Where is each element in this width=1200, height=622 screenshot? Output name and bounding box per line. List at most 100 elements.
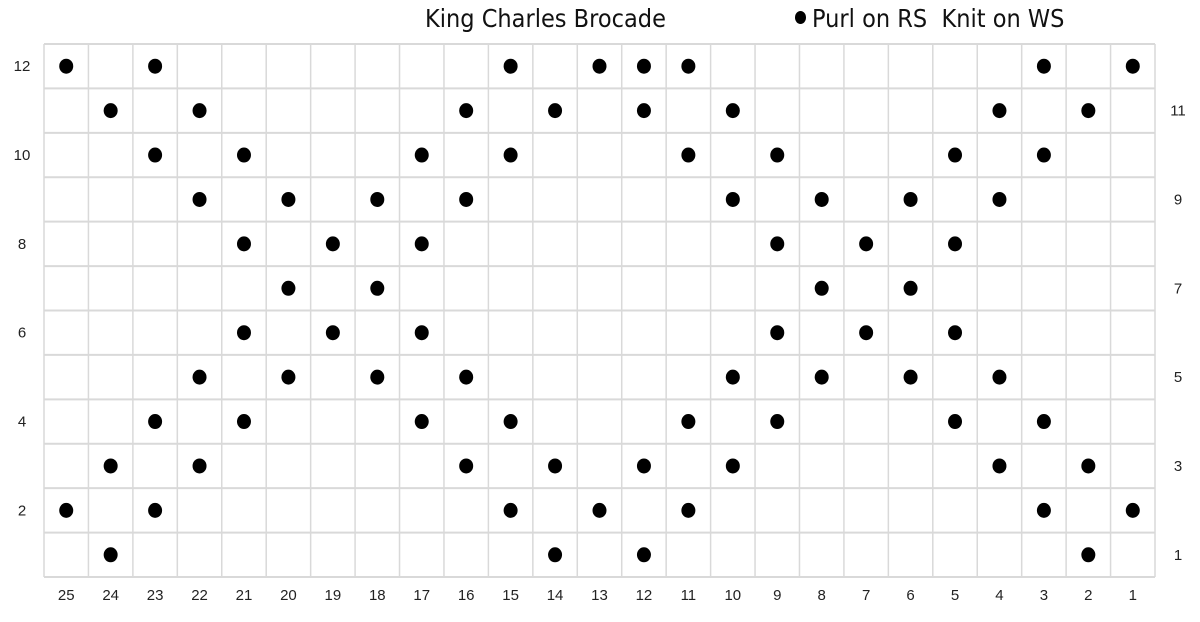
purl-stitch-dot [503,147,518,163]
column-label: 23 [147,587,164,604]
purl-stitch-dot [281,369,296,385]
purl-stitch-dot [148,502,163,518]
column-label: 19 [325,587,342,604]
purl-stitch-dot [370,369,385,385]
row-label: 7 [1174,280,1182,297]
purl-stitch-dot [236,325,251,341]
purl-stitch-dot [281,280,296,296]
purl-stitch-dot [725,191,740,207]
purl-dot-icon [795,10,806,24]
purl-stitch-dot [948,325,963,341]
purl-stitch-dot [814,280,829,296]
row-label: 3 [1174,458,1182,475]
purl-stitch-dot [636,58,651,74]
column-label: 21 [236,587,253,604]
purl-stitch-dot [636,458,651,474]
purl-stitch-dot [236,236,251,252]
column-label: 18 [369,587,386,604]
purl-stitch-dot [414,236,429,252]
purl-stitch-dot [148,147,163,163]
row-label: 5 [1174,369,1182,386]
purl-stitch-dot [770,236,785,252]
purl-stitch-dot [903,369,918,385]
column-label: 9 [773,587,781,604]
purl-stitch-dot [192,103,207,119]
purl-stitch-dot [636,103,651,119]
row-label: 2 [18,502,26,519]
purl-stitch-dot [859,325,874,341]
purl-stitch-dot [148,58,163,74]
purl-stitch-dot [281,191,296,207]
purl-stitch-dot [236,414,251,430]
row-label: 4 [18,414,26,431]
row-label: 12 [14,58,31,75]
purl-stitch-dot [948,236,963,252]
row-label: 11 [1170,103,1186,120]
purl-stitch-dot [903,280,918,296]
column-label: 17 [413,587,430,604]
column-label: 4 [995,587,1003,604]
purl-stitch-dot [770,325,785,341]
purl-stitch-dot [548,103,563,119]
column-label: 11 [681,587,697,604]
purl-stitch-dot [459,369,474,385]
column-label: 12 [636,587,653,604]
purl-stitch-dot [325,325,340,341]
purl-stitch-dot [1036,147,1051,163]
purl-stitch-dot [192,458,207,474]
purl-stitch-dot [859,236,874,252]
purl-stitch-dot [548,458,563,474]
purl-stitch-dot [681,147,696,163]
purl-stitch-dot [459,191,474,207]
purl-stitch-dot [459,103,474,119]
purl-stitch-dot [503,502,518,518]
legend-label: Purl on RS Knit on WS [812,4,1065,33]
purl-stitch-dot [636,547,651,563]
column-label: 3 [1040,587,1048,604]
purl-stitch-dot [1081,458,1096,474]
row-label: 10 [14,147,31,164]
purl-stitch-dot [236,147,251,163]
purl-stitch-dot [1036,414,1051,430]
purl-stitch-dot [681,414,696,430]
purl-stitch-dot [192,191,207,207]
column-label: 1 [1129,587,1137,604]
purl-stitch-dot [992,103,1007,119]
purl-stitch-dot [992,191,1007,207]
purl-stitch-dot [592,502,607,518]
purl-stitch-dot [1036,502,1051,518]
purl-stitch-dot [1036,58,1051,74]
column-label: 6 [906,587,914,604]
purl-stitch-dot [325,236,340,252]
purl-stitch-dot [592,58,607,74]
column-label: 15 [502,587,519,604]
column-label: 2 [1084,587,1092,604]
purl-stitch-dot [948,147,963,163]
purl-stitch-dot [992,458,1007,474]
row-label: 6 [18,325,26,342]
chart-title: King Charles Brocade [425,4,666,33]
column-label: 24 [102,587,119,604]
purl-stitch-dot [1125,58,1140,74]
purl-stitch-dot [770,414,785,430]
purl-stitch-dot [681,502,696,518]
purl-stitch-dot [192,369,207,385]
purl-stitch-dot [103,103,118,119]
purl-stitch-dot [948,414,963,430]
purl-stitch-dot [503,58,518,74]
column-label: 16 [458,587,475,604]
column-label: 5 [951,587,959,604]
column-label: 13 [591,587,608,604]
column-label: 10 [724,587,741,604]
purl-stitch-dot [1081,547,1096,563]
legend: Purl on RS Knit on WS [795,4,1092,33]
row-label: 8 [18,236,26,253]
column-label: 20 [280,587,297,604]
column-label: 22 [191,587,208,604]
purl-stitch-dot [414,414,429,430]
purl-stitch-dot [770,147,785,163]
purl-stitch-dot [725,369,740,385]
purl-stitch-dot [548,547,563,563]
